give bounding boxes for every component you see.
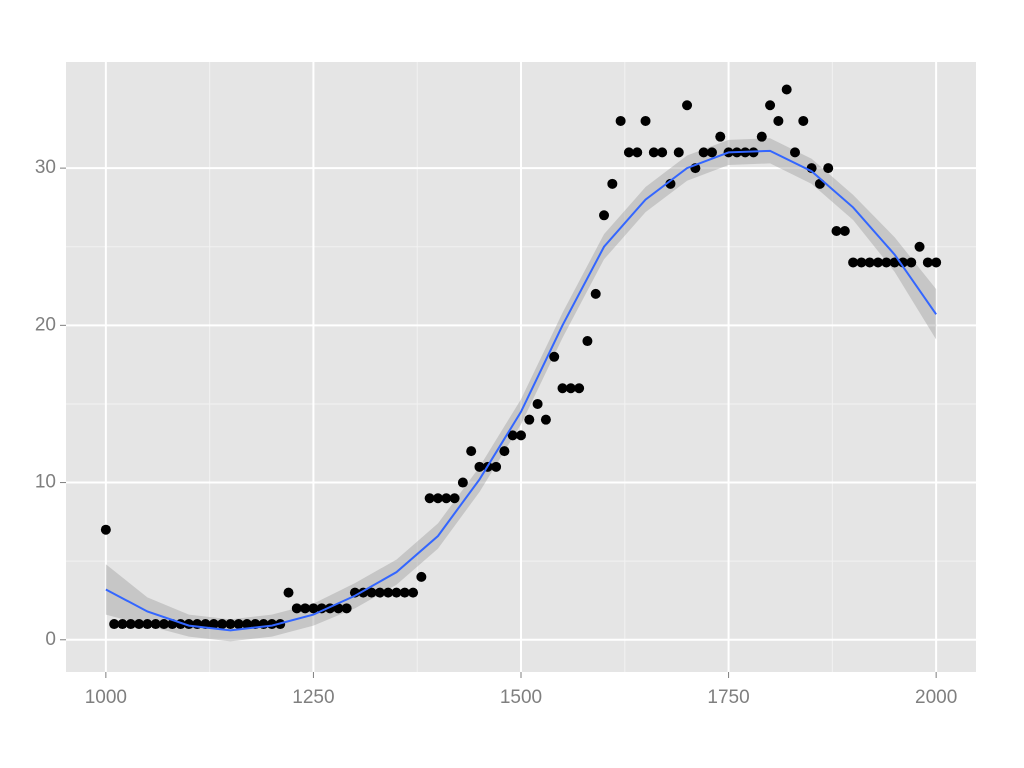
y-tick-label: 0: [45, 629, 56, 650]
point: [441, 493, 452, 504]
point: [474, 461, 485, 472]
point: [931, 257, 942, 268]
point: [756, 131, 767, 142]
point: [781, 84, 792, 95]
x-tick-label: 1500: [500, 687, 542, 708]
point: [615, 115, 626, 126]
point: [557, 383, 568, 394]
point: [233, 619, 244, 630]
point: [316, 603, 327, 614]
x-tick-label: 1750: [707, 687, 749, 708]
point: [366, 587, 377, 598]
point: [673, 147, 684, 158]
point: [109, 619, 120, 630]
point: [889, 257, 900, 268]
point: [383, 587, 394, 598]
point: [532, 398, 543, 409]
point: [640, 115, 651, 126]
point: [648, 147, 659, 158]
point: [848, 257, 859, 268]
point: [457, 477, 468, 488]
point: [715, 131, 726, 142]
point: [208, 619, 219, 630]
point: [657, 147, 668, 158]
point: [582, 336, 593, 347]
point: [881, 257, 892, 268]
point: [374, 587, 385, 598]
point: [225, 619, 236, 630]
point: [823, 163, 834, 174]
point: [897, 257, 908, 268]
point: [300, 603, 311, 614]
point: [416, 571, 427, 582]
y-tick-label: 10: [35, 472, 56, 493]
point: [773, 115, 784, 126]
x-tick-label: 1000: [85, 687, 127, 708]
point: [308, 603, 319, 614]
point: [125, 619, 136, 630]
point: [516, 430, 526, 441]
point: [914, 241, 925, 252]
y-tick-label: 30: [35, 157, 56, 178]
point: [906, 257, 917, 268]
point: [491, 461, 502, 472]
point: [632, 147, 643, 158]
point: [424, 493, 435, 504]
point: [599, 210, 610, 221]
point: [158, 619, 169, 630]
point: [574, 383, 585, 394]
point: [333, 603, 344, 614]
point: [499, 446, 510, 457]
point: [540, 414, 551, 425]
point: [117, 619, 128, 630]
point: [283, 587, 294, 598]
point: [698, 147, 709, 158]
point: [242, 619, 253, 630]
point: [134, 619, 145, 630]
point: [524, 414, 535, 425]
point: [217, 619, 228, 630]
x-tick-label: 2000: [915, 687, 957, 708]
point: [399, 587, 410, 598]
smooth-line: [105, 149, 937, 632]
point: [856, 257, 867, 268]
point: [150, 619, 161, 630]
point: [922, 257, 933, 268]
point: [291, 603, 302, 614]
point: [549, 351, 560, 362]
point: [408, 587, 419, 598]
point: [765, 100, 776, 111]
point: [706, 147, 717, 158]
point: [391, 587, 402, 598]
point: [798, 115, 809, 126]
point: [507, 430, 518, 441]
point: [623, 147, 634, 158]
point: [839, 226, 850, 237]
point: [432, 493, 443, 504]
point: [466, 446, 477, 457]
point: [831, 226, 842, 237]
x-tick-label: 1250: [292, 687, 334, 708]
point: [789, 147, 800, 158]
y-tick-label: 20: [35, 314, 56, 335]
point: [142, 619, 153, 630]
point: [682, 100, 693, 111]
point: [864, 257, 875, 268]
point: [100, 524, 111, 535]
point: [449, 493, 460, 504]
point: [565, 383, 576, 394]
point: [607, 178, 618, 189]
point: [341, 603, 352, 614]
point: [873, 257, 884, 268]
point: [590, 288, 601, 299]
